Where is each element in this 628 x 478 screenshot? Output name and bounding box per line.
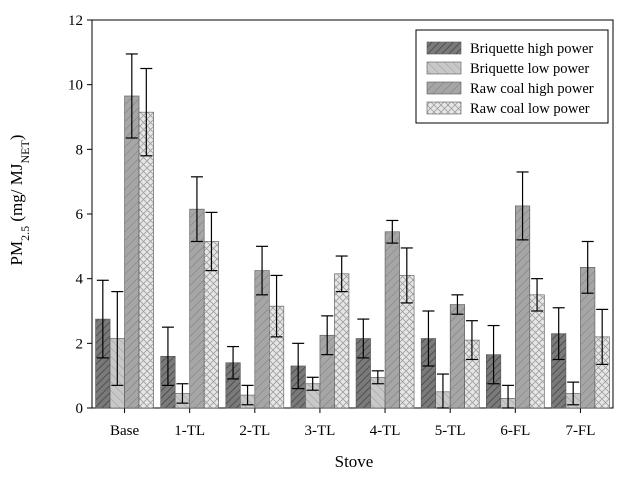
y-tick-label: 12 — [68, 13, 83, 29]
bar — [529, 294, 545, 409]
y-label-main: PM — [7, 241, 26, 266]
y-label-sub: 2.5 — [18, 226, 32, 241]
legend: Briquette high power Briquette low power R… — [415, 29, 609, 124]
y-tick-label: 8 — [76, 142, 84, 158]
x-tick-label: Base — [110, 423, 140, 439]
bar — [138, 111, 154, 409]
y-tick-label: 2 — [76, 336, 84, 352]
legend-label: Raw coal high power — [470, 81, 594, 97]
y-axis-label: PM2.5 (mg/ MJNET) — [7, 135, 32, 266]
legend-swatch — [426, 61, 462, 75]
legend-label: Briquette low power — [470, 61, 589, 77]
y-tick-label: 0 — [76, 401, 84, 417]
bar — [384, 231, 400, 409]
bar — [124, 95, 140, 409]
legend-swatch — [426, 101, 462, 115]
y-tick-label: 4 — [76, 272, 84, 288]
error-bars-group — [96, 53, 609, 409]
y-label-sub2: NET — [18, 140, 32, 164]
bars-group — [95, 95, 610, 409]
bar — [449, 304, 465, 409]
x-axis-label: Stove — [335, 452, 374, 471]
x-tick-label: 3-TL — [305, 423, 336, 439]
y-tick-label: 10 — [68, 78, 83, 94]
legend-swatch — [426, 81, 462, 95]
x-tick-label: 6-FL — [500, 423, 530, 439]
legend-label: Raw coal low power — [470, 101, 590, 117]
x-tick-label: 5-TL — [435, 423, 466, 439]
x-tick-label: 1-TL — [174, 423, 205, 439]
axes: 0 2 4 6 8 10 12 Base 1-TL 2-TL 3-TL 4-TL 5-TL 6-FL 7-F… — [68, 13, 614, 439]
legend-swatch — [426, 41, 462, 55]
x-tick-label: 2-TL — [239, 423, 270, 439]
y-tick-label: 6 — [76, 207, 84, 223]
x-tick-label: 7-FL — [565, 423, 595, 439]
y-label-end: ) — [7, 135, 26, 141]
bar — [334, 273, 350, 409]
y-label-mid: (mg/ MJ — [7, 163, 26, 226]
x-tick-label: 4-TL — [370, 423, 401, 439]
legend-label: Briquette high power — [470, 41, 593, 57]
